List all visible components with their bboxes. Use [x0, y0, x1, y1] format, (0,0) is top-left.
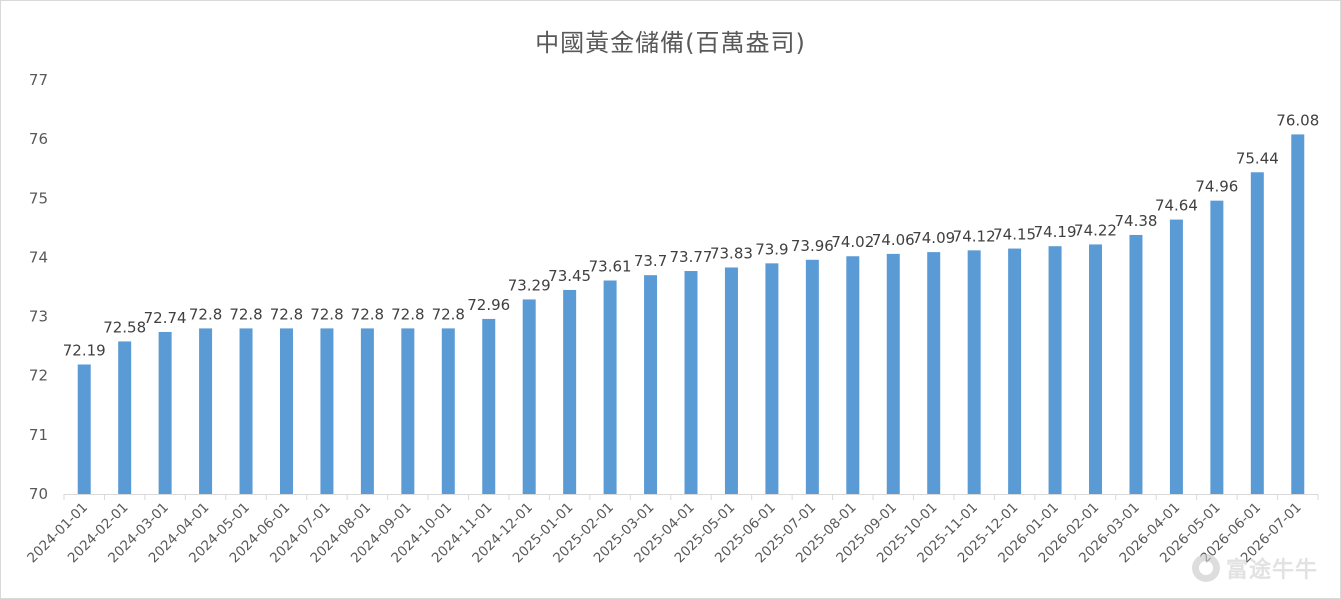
bar — [77, 364, 91, 494]
data-label: 73.9 — [755, 240, 788, 258]
futu-logo-icon — [1192, 554, 1220, 582]
data-label: 72.19 — [63, 341, 106, 359]
bar — [684, 271, 698, 494]
y-tick-label: 73 — [29, 308, 48, 326]
data-label: 74.38 — [1114, 212, 1157, 230]
data-label: 73.96 — [791, 237, 834, 255]
bars — [77, 134, 1305, 494]
data-label: 72.74 — [144, 309, 187, 327]
bar — [118, 341, 132, 494]
data-label: 74.12 — [953, 227, 996, 245]
watermark-text: 富途牛牛 — [1226, 558, 1319, 583]
bar — [765, 263, 779, 494]
data-label: 72.8 — [189, 305, 222, 323]
y-tick-label: 76 — [29, 130, 48, 148]
data-label: 72.8 — [432, 305, 465, 323]
data-label: 74.02 — [831, 233, 874, 251]
y-tick-label: 75 — [29, 189, 48, 207]
bar — [239, 328, 253, 494]
data-label: 72.8 — [351, 305, 384, 323]
bar — [401, 328, 415, 494]
bar — [724, 267, 738, 494]
bar — [563, 289, 577, 494]
bar — [360, 328, 374, 494]
bar — [1048, 246, 1062, 494]
bar — [1250, 172, 1264, 494]
data-label: 74.22 — [1074, 221, 1117, 239]
data-label: 72.8 — [310, 305, 343, 323]
bar — [1089, 244, 1103, 494]
data-label: 73.29 — [508, 276, 551, 294]
data-label: 72.96 — [467, 296, 510, 314]
watermark: 富途牛牛 — [1192, 552, 1318, 584]
bar — [967, 250, 981, 494]
x-axis-tick-marks — [63, 494, 1319, 500]
data-label: 74.06 — [872, 231, 915, 249]
bar — [644, 275, 658, 494]
bar — [320, 328, 334, 494]
data-label: 74.09 — [912, 229, 955, 247]
y-tick-label: 77 — [29, 71, 48, 89]
y-tick-label: 70 — [29, 485, 48, 503]
chart-title: 中國黃金儲備(百萬盎司) — [535, 29, 806, 57]
bar — [1169, 219, 1183, 494]
bar — [158, 331, 172, 494]
bar — [441, 328, 455, 494]
bar — [603, 280, 617, 494]
data-label: 73.61 — [589, 257, 632, 275]
data-label: 72.8 — [270, 305, 303, 323]
data-label: 76.08 — [1276, 111, 1319, 129]
data-label: 72.58 — [103, 318, 146, 336]
data-label: 73.45 — [548, 267, 591, 285]
data-label: 73.77 — [670, 248, 713, 266]
data-label: 74.96 — [1195, 178, 1238, 196]
bar — [927, 252, 941, 494]
data-label: 72.8 — [229, 305, 262, 323]
bar — [1210, 200, 1224, 494]
bar — [1129, 234, 1143, 494]
bar — [886, 253, 900, 494]
bar — [522, 299, 536, 494]
bar — [482, 318, 496, 494]
data-label: 75.44 — [1236, 149, 1279, 167]
y-tick-label: 72 — [29, 367, 48, 385]
bar — [1291, 134, 1305, 494]
data-label: 74.15 — [993, 226, 1036, 244]
y-tick-label: 74 — [29, 248, 48, 266]
data-label: 72.8 — [391, 305, 424, 323]
bar — [805, 259, 819, 494]
bar — [199, 328, 213, 494]
y-axis-ticks: 70 71 72 73 74 75 76 77 — [29, 71, 48, 503]
bar — [1008, 248, 1022, 494]
data-label: 74.64 — [1155, 197, 1198, 215]
bar — [846, 256, 860, 494]
x-axis-labels: 2024-01-012024-02-012024-03-012024-04-01… — [24, 500, 1304, 567]
data-label: 73.83 — [710, 244, 753, 262]
bar — [279, 328, 293, 494]
y-tick-label: 71 — [29, 426, 48, 444]
data-label: 74.19 — [1034, 223, 1077, 241]
data-label: 73.7 — [634, 252, 667, 270]
